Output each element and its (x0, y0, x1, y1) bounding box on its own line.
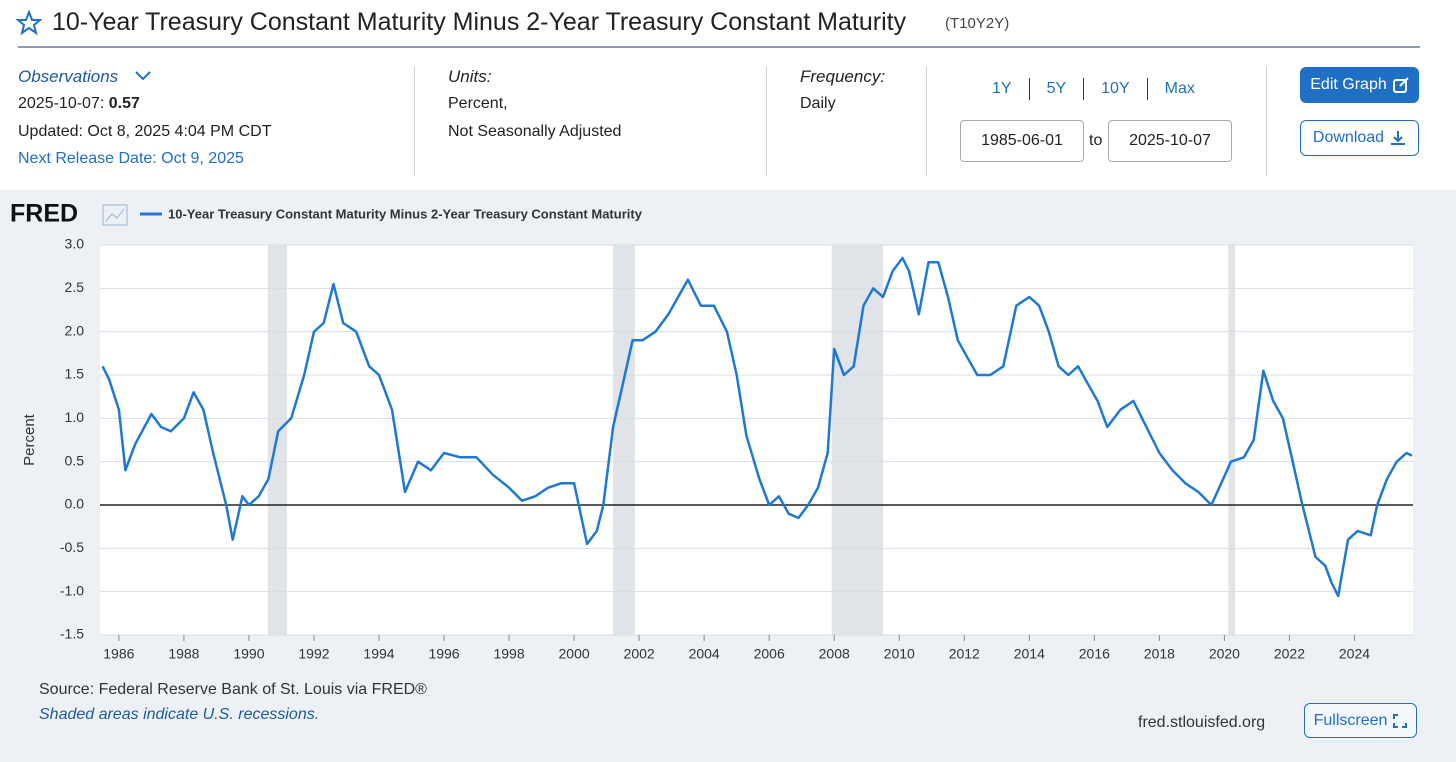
separator (1266, 66, 1267, 176)
recession (1228, 245, 1236, 635)
obs-date: 2025-10-07: (18, 95, 105, 112)
units-line: Percent, (448, 95, 508, 112)
x-tick-label: 1986 (103, 646, 134, 662)
separator (926, 66, 927, 176)
y-tick-label: 0.5 (65, 452, 85, 468)
start-date[interactable]: 1985-06-01 (960, 120, 1084, 162)
y-axis-label: Percent (21, 413, 38, 466)
download-icon (1391, 131, 1406, 145)
edit-graph-button[interactable]: Edit Graph (1300, 67, 1419, 103)
x-tick-label: 2022 (1274, 646, 1305, 662)
next-release[interactable]: Next Release Date: Oct 9, 2025 (18, 150, 244, 167)
y-tick-label: 1.5 (65, 366, 85, 382)
y-tick-label: 2.0 (65, 322, 85, 338)
x-tick-label: 2012 (949, 646, 980, 662)
y-tick-label: -0.5 (60, 539, 84, 555)
chart: FRED Source: Federal Reserve Bank of St.… (0, 190, 1456, 762)
download-button[interactable]: Download (1300, 120, 1419, 156)
x-tick-label: 2024 (1339, 646, 1370, 662)
series-id: (T10Y2Y) (945, 15, 1010, 32)
series-line (101, 256, 1413, 598)
frequency-label: Frequency: (800, 67, 886, 86)
fullscreen-icon (1393, 713, 1408, 728)
x-tick-label: 2004 (689, 646, 720, 662)
end-date[interactable]: 2025-10-07 (1108, 120, 1232, 162)
x-tick-label: 2006 (754, 646, 785, 662)
separator (766, 66, 767, 176)
frequency-value: Daily (800, 95, 836, 112)
legend-label: 10-Year Treasury Constant Maturity Minus… (168, 206, 643, 221)
fred-logo: FRED (10, 200, 78, 228)
x-tick-label: 2008 (819, 646, 850, 662)
star-icon[interactable] (16, 10, 42, 36)
fullscreen-text: Fullscreen (1313, 711, 1388, 729)
y-tick-label: 3.0 (65, 236, 85, 252)
range-buttons: 1Y 5Y 10Y Max (975, 78, 1212, 100)
x-tick-label: 2016 (1079, 646, 1110, 662)
footer-url: fred.stlouisfed.org (1138, 714, 1266, 731)
units-line: Not Seasonally Adjusted (448, 123, 622, 140)
obs-value: 0.57 (108, 95, 140, 112)
edit-icon (1392, 77, 1409, 93)
range-button[interactable]: 5Y (1028, 78, 1084, 100)
recession (831, 245, 883, 635)
download-text: Download (1312, 129, 1385, 146)
x-tick-label: 1990 (233, 646, 264, 662)
x-tick-label: 1998 (493, 646, 524, 662)
x-tick-label: 2010 (884, 646, 915, 662)
range-button[interactable]: Max (1146, 78, 1212, 100)
recession (613, 245, 635, 635)
y-tick-label: 0.0 (65, 496, 85, 512)
x-tick-label: 2020 (1209, 646, 1240, 662)
y-tick-label: -1.5 (60, 626, 84, 642)
source: Source: Federal Reserve Bank of St. Loui… (39, 681, 427, 698)
units-label: Units: (448, 67, 492, 86)
updated: Updated: Oct 8, 2025 4:04 PM CDT (18, 123, 272, 140)
x-tick-label: 2000 (559, 646, 590, 662)
chart-icon-line (105, 208, 125, 222)
obs-line: 2025-10-07: 0.57 (18, 95, 140, 113)
separator (414, 66, 415, 176)
x-tick-label: 2018 (1144, 646, 1175, 662)
x-tick-label: 1994 (363, 646, 394, 662)
chart-icon (102, 204, 128, 226)
note: Shaded areas indicate U.S. recessions. (39, 706, 319, 723)
divider (18, 46, 1420, 48)
range-button[interactable]: 1Y (992, 80, 1012, 97)
x-tick-label: 1996 (428, 646, 459, 662)
range-button[interactable]: 10Y (1083, 78, 1146, 100)
y-tick-label: 2.5 (65, 279, 85, 295)
edit-graph-text: Edit Graph (1310, 76, 1387, 93)
x-tick-label: 1992 (298, 646, 329, 662)
to-label: to (1089, 132, 1103, 149)
x-tick-label: 1988 (168, 646, 199, 662)
y-tick-label: -1.0 (60, 582, 84, 598)
observations-label[interactable]: Observations (18, 67, 119, 86)
x-tick-label: 2014 (1014, 646, 1045, 662)
title: 10-Year Treasury Constant Maturity Minus… (52, 8, 907, 36)
y-tick-label: 1.0 (65, 409, 85, 425)
x-tick-label: 2002 (624, 646, 655, 662)
plot-area (100, 245, 1413, 635)
chevron[interactable] (134, 69, 152, 83)
fullscreen-button[interactable]: Fullscreen (1304, 703, 1417, 738)
